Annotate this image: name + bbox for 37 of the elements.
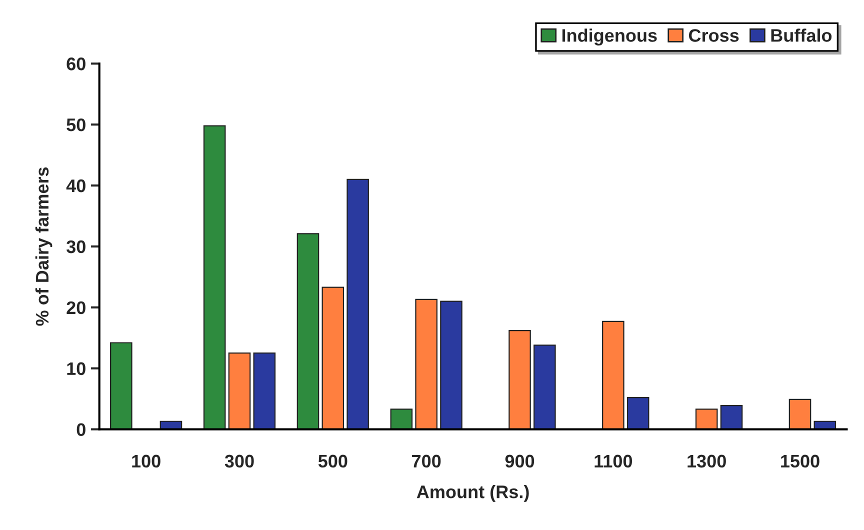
- y-tick-label: 60: [66, 58, 86, 70]
- x-tick-label: 700: [412, 454, 441, 468]
- bar: [322, 286, 344, 430]
- bar: [602, 320, 624, 430]
- x-tick-label: 1500: [781, 454, 820, 468]
- x-tick-label: 500: [318, 454, 348, 468]
- y-tick-label: 20: [66, 301, 86, 314]
- y-tick-label: 10: [67, 362, 86, 376]
- legend-label: Buffalo: [771, 28, 832, 42]
- bar: [440, 300, 462, 430]
- bar: [508, 330, 531, 430]
- bar: [390, 408, 413, 430]
- y-axis-title: % of Dairy farmers: [35, 167, 52, 326]
- bar: [228, 352, 251, 430]
- x-tick-label: 1100: [594, 454, 632, 468]
- bar: [626, 397, 650, 430]
- x-axis-title: Amount (Rs.): [416, 485, 529, 502]
- bar: [720, 404, 743, 430]
- bar: [296, 233, 320, 430]
- bar: [788, 398, 812, 430]
- y-tick-label: 30: [66, 240, 86, 254]
- x-tick-label: 300: [224, 454, 254, 468]
- x-tick-label: 1300: [688, 454, 726, 468]
- bar: [415, 298, 438, 430]
- bar: [534, 344, 556, 430]
- bar: [346, 178, 369, 430]
- legend-label: Indigenous: [562, 28, 657, 46]
- legend-label: Cross: [688, 29, 739, 42]
- y-tick-label: 50: [66, 118, 86, 132]
- y-tick-label: 40: [66, 179, 86, 192]
- bar: [695, 408, 718, 430]
- x-tick-label: 900: [505, 454, 534, 468]
- bar: [203, 125, 226, 430]
- bar: [253, 352, 276, 430]
- y-tick-label: 0: [76, 423, 86, 436]
- bar: [110, 342, 132, 430]
- x-tick-label: 100: [132, 454, 160, 468]
